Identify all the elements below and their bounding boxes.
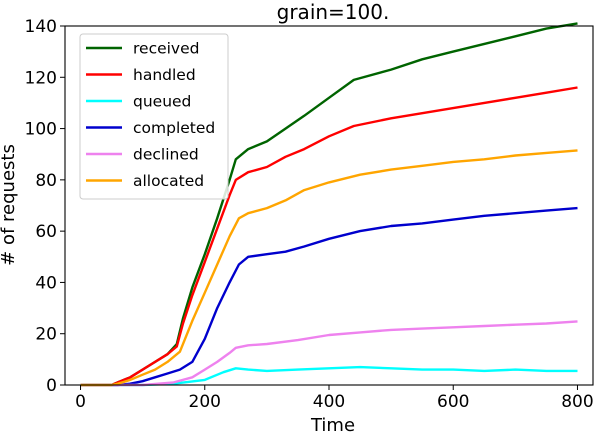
y-tick-label: 80 [35,171,57,191]
series-layer [80,22,578,387]
series-line-declined [80,320,578,387]
chart-title: grain=100. [277,0,390,24]
series-line-queued [80,365,578,387]
y-tick-label: 100 [25,120,57,140]
x-tick-label: 600 [437,392,469,412]
legend-label-queued: queued [133,93,191,111]
y-tick-label: 20 [35,325,57,345]
x-tick-label: 800 [561,392,593,412]
y-tick-label: 60 [35,222,57,242]
y-tick-label: 0 [46,376,57,396]
y-axis: 0 20 40 60 80 100 120 140 [25,17,65,396]
x-axis: 0 200 400 600 800 [75,385,594,412]
y-tick-label: 120 [25,68,57,88]
y-tick-label: 140 [25,17,57,37]
legend-label-handled: handled [133,66,196,84]
x-axis-label: Time [310,415,355,436]
series-line-allocated [80,149,578,387]
legend-label-declined: declined [133,146,199,164]
legend-label-completed: completed [133,119,215,137]
x-tick-label: 400 [313,392,345,412]
x-tick-label: 0 [75,392,86,412]
y-tick-label: 40 [35,273,57,293]
x-tick-label: 200 [189,392,221,412]
legend-label-allocated: allocated [133,172,204,190]
legend-items: received handled queued completed declined al… [86,40,215,190]
legend-label-received: received [133,40,199,58]
series-line-completed [80,206,578,387]
series-line-handled [80,86,578,387]
y-axis-label: # of requests [0,144,19,266]
plot-area [64,22,594,387]
legend: received handled queued completed declined al… [79,33,229,200]
